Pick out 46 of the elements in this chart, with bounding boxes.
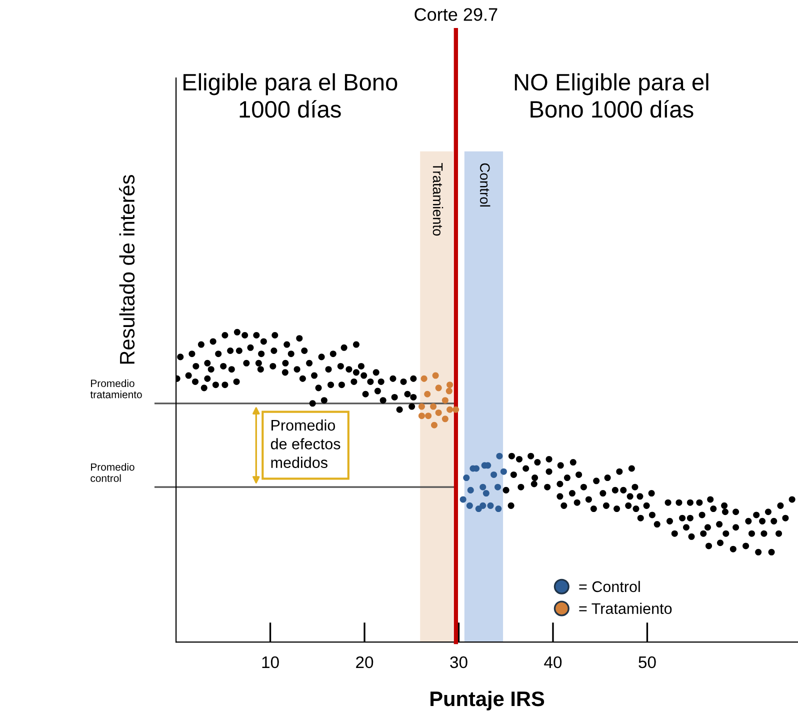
point <box>418 403 425 410</box>
point <box>432 372 439 379</box>
x-tick-label: 40 <box>544 656 562 668</box>
point <box>420 375 428 382</box>
ref-line-label: Corte 29.7 <box>414 8 498 21</box>
x-tick-label: 30 <box>450 656 468 668</box>
point <box>487 502 494 509</box>
legend-label: = Control <box>579 580 640 592</box>
x-tick-label: 10 <box>262 656 279 668</box>
annotation: Promedio de efectos medidos <box>270 419 340 468</box>
point <box>500 468 507 475</box>
point <box>435 384 442 392</box>
x-tick-label: 50 <box>638 656 656 668</box>
point <box>442 416 448 422</box>
y-axis-title: Resultado de interés <box>119 175 135 364</box>
point <box>467 486 474 494</box>
point <box>424 390 431 398</box>
point <box>466 502 473 509</box>
point <box>425 412 432 420</box>
point <box>435 409 442 416</box>
point <box>494 484 502 490</box>
point <box>490 471 498 478</box>
point <box>463 474 470 482</box>
text: NO Eligible para el Bono 1000 días <box>514 73 708 118</box>
point <box>482 490 490 497</box>
band-label: Tratamiento <box>432 162 444 236</box>
point <box>496 452 503 460</box>
point <box>418 412 425 420</box>
legend-label: = Tratamiento <box>579 602 672 614</box>
point <box>460 496 466 503</box>
point <box>495 506 502 512</box>
point <box>446 406 454 413</box>
point <box>442 397 448 404</box>
x-axis-title: Puntaje IRS <box>430 690 544 710</box>
ref-line-label: Promedio control <box>90 463 134 482</box>
x-tick-label: 20 <box>356 656 374 668</box>
point <box>430 403 437 410</box>
point <box>446 382 454 388</box>
point <box>430 422 438 428</box>
band-label: Control <box>480 163 490 206</box>
point <box>446 388 452 394</box>
point <box>480 502 486 509</box>
point <box>452 406 460 413</box>
point <box>480 484 486 490</box>
text: Eligible para el Bono 1000 días <box>184 73 398 118</box>
ref-line-label: Promedio tratamiento <box>90 379 142 398</box>
